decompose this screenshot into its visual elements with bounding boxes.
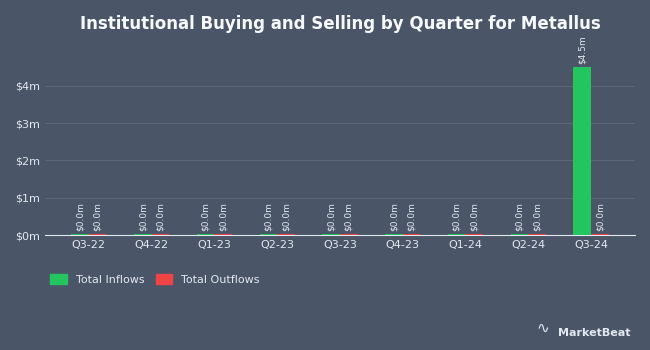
Text: $0.0m: $0.0m <box>532 202 541 231</box>
Bar <box>448 234 465 235</box>
Text: $0.0m: $0.0m <box>389 202 398 231</box>
Text: $0.0m: $0.0m <box>281 202 291 231</box>
Text: $0.0m: $0.0m <box>93 202 102 231</box>
Bar <box>340 234 358 235</box>
Bar <box>72 234 89 235</box>
Bar <box>197 234 214 235</box>
Text: $0.0m: $0.0m <box>327 202 335 231</box>
Text: MarketBeat: MarketBeat <box>558 328 630 338</box>
Legend: Total Inflows, Total Outflows: Total Inflows, Total Outflows <box>51 274 260 285</box>
Bar <box>322 234 340 235</box>
Bar <box>259 234 277 235</box>
Text: $4.5m: $4.5m <box>578 35 587 64</box>
Text: $0.0m: $0.0m <box>264 202 273 231</box>
Text: $0.0m: $0.0m <box>407 202 416 231</box>
Bar <box>277 234 294 235</box>
Text: $0.0m: $0.0m <box>344 202 353 231</box>
Bar <box>465 234 483 235</box>
Text: $0.0m: $0.0m <box>75 202 84 231</box>
Text: $0.0m: $0.0m <box>470 202 479 231</box>
Bar <box>403 234 421 235</box>
Bar <box>214 234 232 235</box>
Text: $0.0m: $0.0m <box>595 202 604 231</box>
Bar <box>573 67 591 235</box>
Text: $0.0m: $0.0m <box>452 202 462 231</box>
Title: Institutional Buying and Selling by Quarter for Metallus: Institutional Buying and Selling by Quar… <box>79 15 601 33</box>
Text: $0.0m: $0.0m <box>156 202 165 231</box>
Text: ∿: ∿ <box>536 321 549 336</box>
Bar <box>528 234 546 235</box>
Text: $0.0m: $0.0m <box>201 202 210 231</box>
Bar <box>511 234 528 235</box>
Bar <box>151 234 169 235</box>
Text: $0.0m: $0.0m <box>515 202 524 231</box>
Bar <box>89 234 107 235</box>
Bar <box>134 234 151 235</box>
Bar <box>591 234 608 235</box>
Text: $0.0m: $0.0m <box>138 202 148 231</box>
Bar <box>385 234 403 235</box>
Text: $0.0m: $0.0m <box>218 202 227 231</box>
